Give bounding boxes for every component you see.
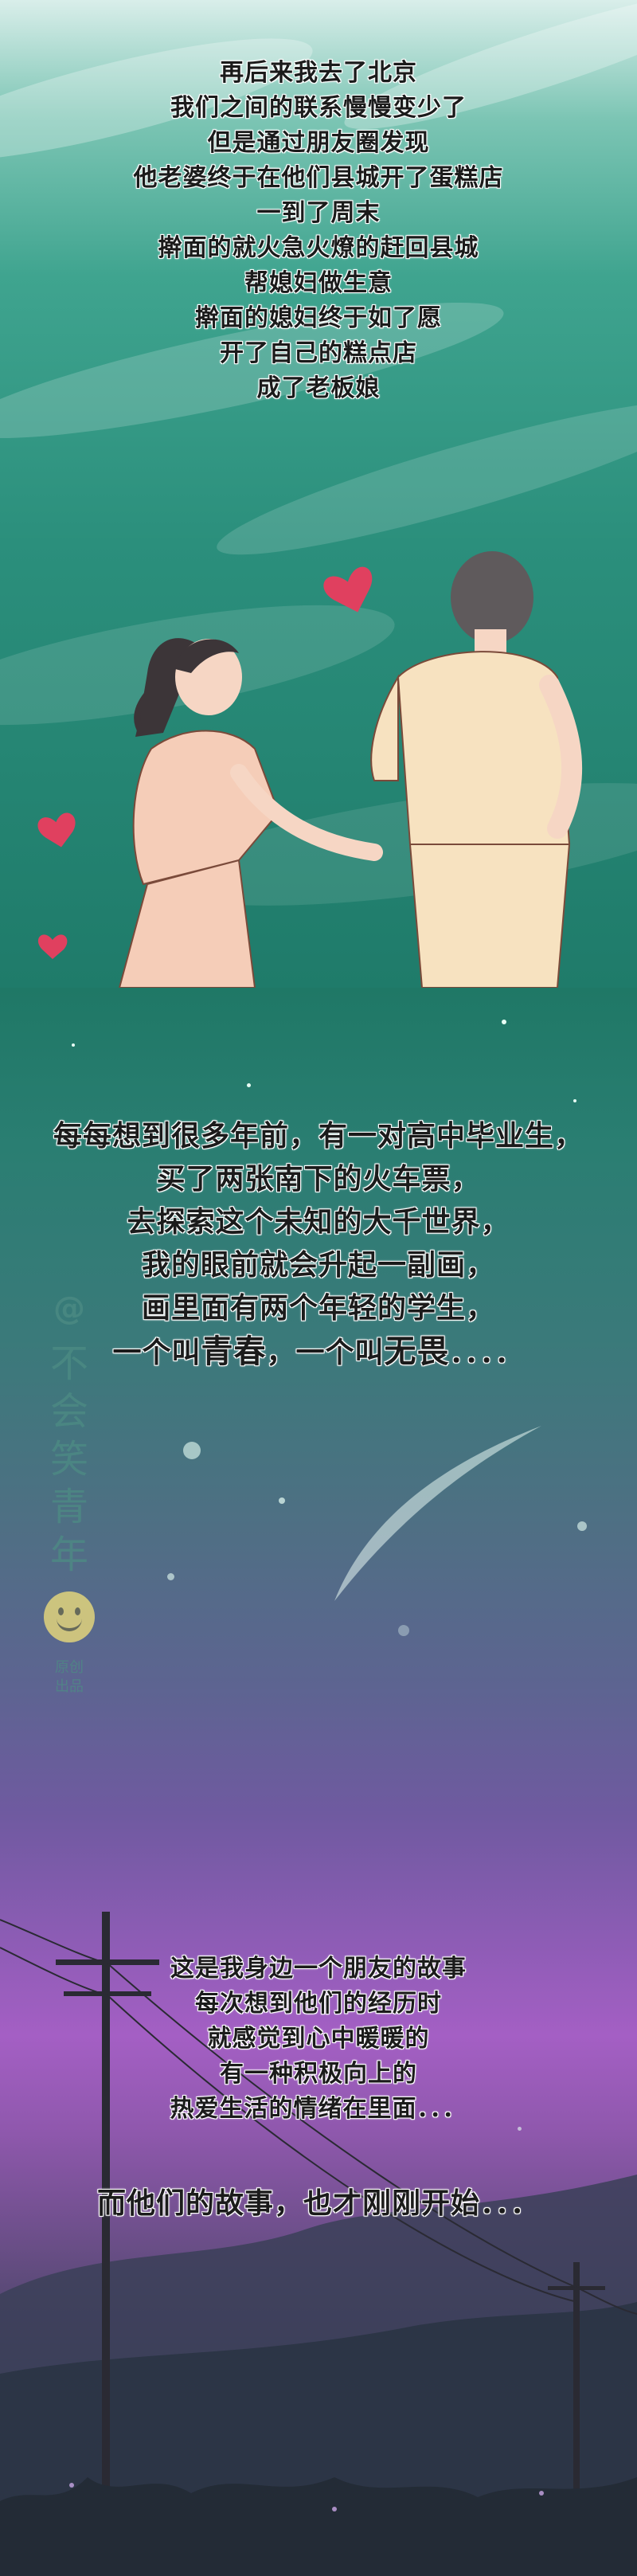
text-line: 这是我身边一个朋友的故事 [170, 1955, 467, 1983]
text-line: 热爱生活的情绪在里面．．． [170, 2095, 467, 2123]
text-line: 擀面的就火急火燎的赶回县城 [158, 234, 479, 262]
text-line: 画里面有两个年轻的学生， [141, 1292, 495, 1325]
teal-sky-panel: 再后来我去了北京 我们之间的联系慢慢变少了 但是通过朋友圈发现 他老婆终于在他们… [0, 0, 637, 988]
star-dot [398, 1625, 409, 1636]
star-dot [72, 1043, 75, 1047]
final-line: 而他们的故事，也才刚刚开始．．． [96, 2187, 540, 2220]
text-line: 我的眼前就会升起一副画， [141, 1249, 495, 1282]
text-line: 我们之间的联系慢慢变少了 [170, 94, 467, 122]
watermark-tag: 原创 [55, 1659, 84, 1676]
text-fragment: 一个叫 [112, 1337, 201, 1369]
text-line: 成了老板娘 [256, 374, 381, 402]
at-icon: @ [53, 1290, 85, 1327]
comet-streak [334, 1426, 541, 1601]
text-line: 每每想到很多年前，有一对高中毕业生， [53, 1120, 584, 1153]
powerline-landscape [0, 1912, 637, 2576]
text-line: 就感觉到心中暖暖的 [207, 2025, 430, 2053]
keyword-fearless: 无畏 [384, 1333, 450, 1370]
star-dot [573, 1099, 576, 1102]
star-dot [502, 1020, 506, 1024]
star-dot [577, 1521, 587, 1531]
star-dot [183, 1442, 201, 1459]
final-paragraph: 而他们的故事，也才刚刚开始．．． [0, 2183, 637, 2226]
text-line: 买了两张南下的火车票， [156, 1163, 481, 1196]
text-line: 有一种积极向上的 [220, 2060, 417, 2088]
author-watermark: @ 不 会 笑 青 年 原创 出品 [41, 1290, 97, 1697]
text-line: 帮媳妇做生意 [244, 269, 393, 297]
text-line: 一到了周末 [256, 199, 381, 227]
star-dot [279, 1497, 285, 1504]
watermark-char: 不 [49, 1341, 88, 1386]
story-paragraph-top: 再后来我去了北京 我们之间的联系慢慢变少了 但是通过朋友圈发现 他老婆终于在他们… [0, 56, 637, 406]
star-dot [167, 1573, 174, 1580]
text-line: 他老婆终于在他们县城开了蛋糕店 [133, 164, 504, 192]
closing-line: 一个叫青春，一个叫无畏．．．． [0, 1330, 637, 1375]
heart-icon [323, 566, 373, 613]
text-line: 但是通过朋友圈发现 [207, 129, 430, 157]
watermark-char: 会 [49, 1389, 88, 1434]
text-line: 每次想到他们的经历时 [195, 1990, 442, 2018]
smiley-icon [44, 1591, 95, 1642]
text-fragment: ，一个叫 [266, 1337, 385, 1369]
girl-figure [118, 638, 383, 988]
text-line: 擀面的媳妇终于如了愿 [195, 304, 442, 332]
text-fragment: ．．．． [449, 1337, 525, 1369]
watermark-char: 笑 [49, 1437, 88, 1482]
heart-icon [37, 934, 68, 959]
story-paragraph-middle: 每每想到很多年前，有一对高中毕业生， 买了两张南下的火车票， 去探索这个未知的大… [0, 1115, 637, 1375]
star-dot [518, 2127, 522, 2131]
star-dot [247, 1083, 251, 1087]
text-line: 开了自己的糕点店 [220, 339, 417, 367]
boy-figure [370, 551, 583, 988]
heart-icon [37, 812, 76, 848]
couple-illustration [37, 551, 583, 988]
keyword-youth: 青春 [201, 1333, 267, 1370]
story-paragraph-bottom: 这是我身边一个朋友的故事 每次想到他们的经历时 就感觉到心中暖暖的 有一种积极向… [0, 1952, 637, 2127]
watermark-tag: 出品 [55, 1678, 84, 1695]
text-line: 再后来我去了北京 [220, 59, 417, 87]
night-sky-panel: 每每想到很多年前，有一对高中毕业生， 买了两张南下的火车票， 去探索这个未知的大… [0, 988, 637, 2576]
watermark-char: 年 [49, 1533, 88, 1577]
watermark-char: 青 [49, 1485, 88, 1529]
text-line: 去探索这个未知的大千世界， [127, 1206, 510, 1239]
